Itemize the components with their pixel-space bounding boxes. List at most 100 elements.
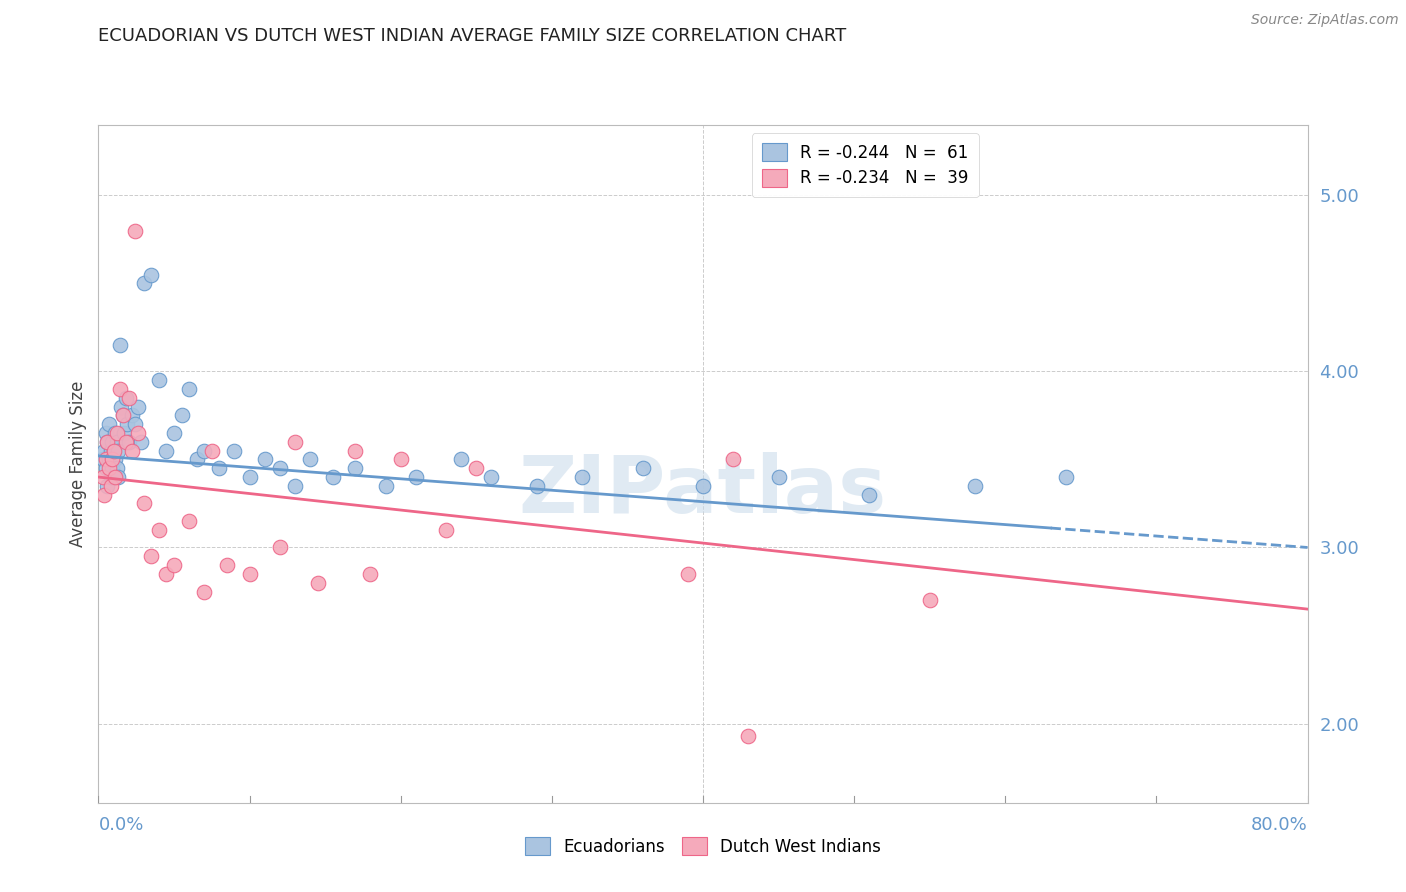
Text: ZIPatlas: ZIPatlas bbox=[519, 452, 887, 530]
Point bbox=[148, 523, 170, 537]
Point bbox=[141, 268, 163, 282]
Point bbox=[155, 566, 177, 581]
Point bbox=[193, 584, 215, 599]
Point bbox=[481, 470, 503, 484]
Point bbox=[100, 479, 122, 493]
Point bbox=[344, 461, 367, 475]
Point bbox=[163, 425, 186, 440]
Point bbox=[103, 443, 125, 458]
Point bbox=[127, 425, 149, 440]
Point bbox=[118, 391, 141, 405]
Point bbox=[127, 400, 149, 414]
Point bbox=[104, 425, 127, 440]
Point bbox=[124, 417, 146, 432]
Point bbox=[111, 409, 134, 423]
Point bbox=[284, 479, 307, 493]
Point bbox=[112, 425, 135, 440]
Point bbox=[98, 461, 121, 475]
Point bbox=[307, 575, 329, 590]
Point bbox=[215, 558, 238, 573]
Point bbox=[571, 470, 593, 484]
Text: Source: ZipAtlas.com: Source: ZipAtlas.com bbox=[1251, 13, 1399, 28]
Point bbox=[141, 549, 163, 564]
Point bbox=[224, 443, 246, 458]
Text: ECUADORIAN VS DUTCH WEST INDIAN AVERAGE FAMILY SIZE CORRELATION CHART: ECUADORIAN VS DUTCH WEST INDIAN AVERAGE … bbox=[98, 27, 846, 45]
Point bbox=[434, 523, 457, 537]
Point bbox=[148, 373, 170, 387]
Point bbox=[768, 470, 790, 484]
Point bbox=[96, 434, 118, 449]
Point bbox=[101, 434, 124, 449]
Point bbox=[179, 382, 201, 396]
Point bbox=[107, 443, 129, 458]
Point bbox=[132, 496, 155, 510]
Point bbox=[405, 470, 427, 484]
Point bbox=[96, 434, 118, 449]
Point bbox=[108, 338, 131, 352]
Point bbox=[100, 470, 122, 484]
Point bbox=[239, 470, 262, 484]
Point bbox=[93, 488, 115, 502]
Point bbox=[132, 277, 155, 291]
Point bbox=[163, 558, 186, 573]
Point bbox=[269, 461, 291, 475]
Point bbox=[110, 400, 132, 414]
Point bbox=[284, 434, 307, 449]
Point bbox=[100, 443, 122, 458]
Point bbox=[129, 434, 152, 449]
Point bbox=[389, 452, 412, 467]
Point bbox=[105, 461, 128, 475]
Point bbox=[118, 434, 141, 449]
Legend: Ecuadorians, Dutch West Indians: Ecuadorians, Dutch West Indians bbox=[519, 830, 887, 863]
Point bbox=[111, 409, 134, 423]
Point bbox=[94, 452, 117, 467]
Point bbox=[526, 479, 548, 493]
Point bbox=[96, 479, 118, 493]
Point bbox=[631, 461, 654, 475]
Point bbox=[239, 566, 262, 581]
Point bbox=[98, 417, 121, 432]
Point bbox=[374, 479, 396, 493]
Point bbox=[193, 443, 215, 458]
Point bbox=[465, 461, 488, 475]
Text: 0.0%: 0.0% bbox=[98, 816, 143, 834]
Point bbox=[103, 470, 125, 484]
Point bbox=[121, 443, 143, 458]
Point bbox=[253, 452, 276, 467]
Point bbox=[201, 443, 224, 458]
Point bbox=[918, 593, 941, 607]
Point bbox=[91, 470, 114, 484]
Point bbox=[108, 382, 131, 396]
Point bbox=[344, 443, 367, 458]
Point bbox=[101, 461, 124, 475]
Point bbox=[101, 452, 124, 467]
Point bbox=[155, 443, 177, 458]
Point bbox=[450, 452, 472, 467]
Point bbox=[94, 425, 117, 440]
Point bbox=[121, 409, 143, 423]
Point bbox=[676, 566, 699, 581]
Point bbox=[299, 452, 322, 467]
Point bbox=[322, 470, 344, 484]
Point bbox=[104, 452, 127, 467]
Point bbox=[104, 470, 127, 484]
Point bbox=[114, 434, 136, 449]
Point bbox=[91, 452, 114, 467]
Point bbox=[186, 452, 208, 467]
Point bbox=[269, 541, 291, 555]
Point bbox=[98, 452, 121, 467]
Y-axis label: Average Family Size: Average Family Size bbox=[69, 381, 87, 547]
Point bbox=[208, 461, 231, 475]
Text: 80.0%: 80.0% bbox=[1251, 816, 1308, 834]
Point bbox=[124, 223, 146, 237]
Point bbox=[93, 443, 115, 458]
Point bbox=[115, 417, 138, 432]
Point bbox=[103, 443, 125, 458]
Point bbox=[107, 470, 129, 484]
Point bbox=[114, 391, 136, 405]
Point bbox=[105, 425, 128, 440]
Point bbox=[692, 479, 714, 493]
Point bbox=[858, 488, 880, 502]
Point bbox=[360, 566, 382, 581]
Point bbox=[179, 514, 201, 528]
